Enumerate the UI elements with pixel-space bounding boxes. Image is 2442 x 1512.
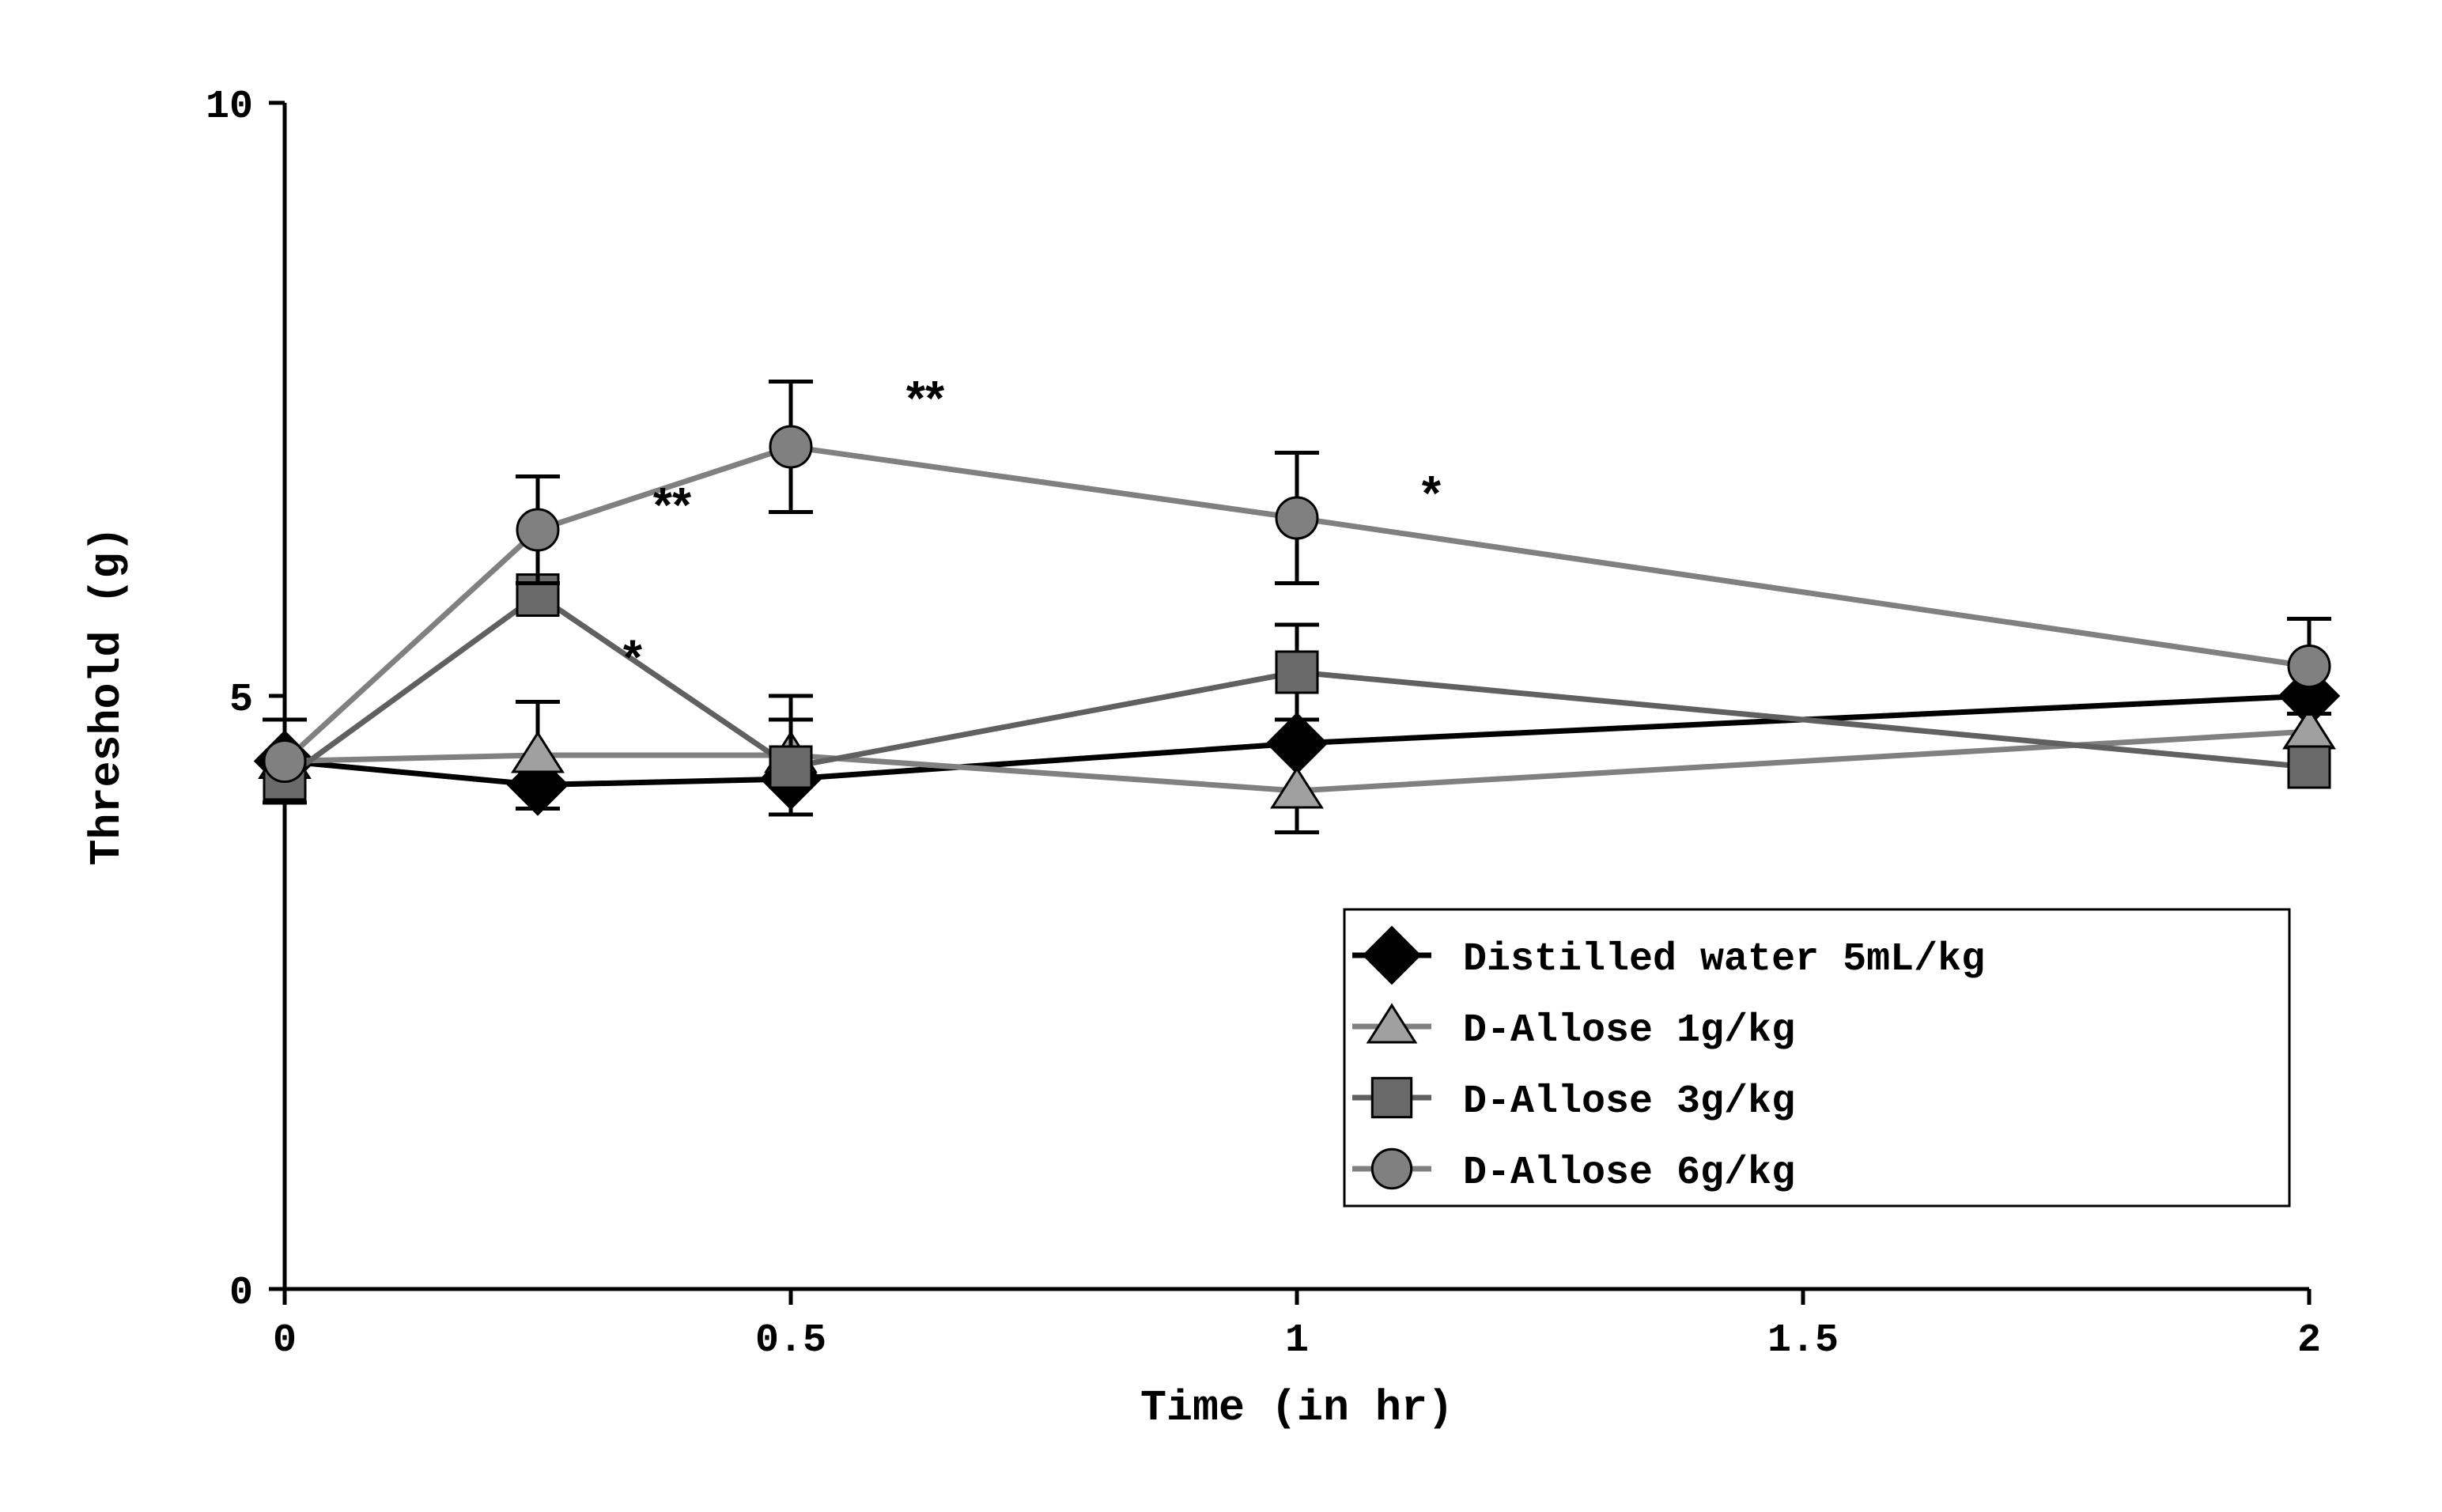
- circle-marker-icon: [264, 741, 305, 782]
- x-axis-title: Time (in hr): [1140, 1383, 1453, 1433]
- legend-label: D-Allose 6g/kg: [1463, 1151, 1795, 1196]
- y-tick-label: 0: [229, 1271, 253, 1316]
- x-tick-label: 2: [2297, 1318, 2321, 1363]
- circle-marker-icon: [1372, 1149, 1411, 1188]
- square-marker-icon: [1276, 652, 1317, 693]
- y-axis-title: Threshold (g): [82, 526, 132, 865]
- significance-label: **: [653, 478, 692, 533]
- square-marker-icon: [1372, 1078, 1411, 1117]
- circle-marker-icon: [2289, 646, 2330, 687]
- legend-label: Distilled water 5mL/kg: [1463, 937, 1985, 982]
- significance-label: **: [906, 372, 945, 426]
- threshold-line-chart: 00.511.520510Time (in hr)Threshold (g)**…: [0, 0, 2442, 1512]
- circle-marker-icon: [770, 426, 811, 467]
- y-tick-label: 5: [229, 678, 253, 723]
- significance-label: *: [623, 631, 643, 686]
- square-marker-icon: [770, 747, 811, 788]
- circle-marker-icon: [517, 509, 558, 550]
- square-marker-icon: [2289, 747, 2330, 788]
- x-tick-label: 1: [1285, 1318, 1309, 1363]
- x-tick-label: 0: [273, 1318, 297, 1363]
- circle-marker-icon: [1276, 497, 1317, 539]
- x-tick-label: 1.5: [1767, 1318, 1839, 1363]
- x-tick-label: 0.5: [755, 1318, 826, 1363]
- triangle-marker-icon: [513, 733, 562, 772]
- y-tick-label: 10: [206, 85, 253, 130]
- legend-label: D-Allose 1g/kg: [1463, 1008, 1795, 1053]
- significance-label: *: [1422, 467, 1442, 521]
- legend-label: D-Allose 3g/kg: [1463, 1079, 1795, 1125]
